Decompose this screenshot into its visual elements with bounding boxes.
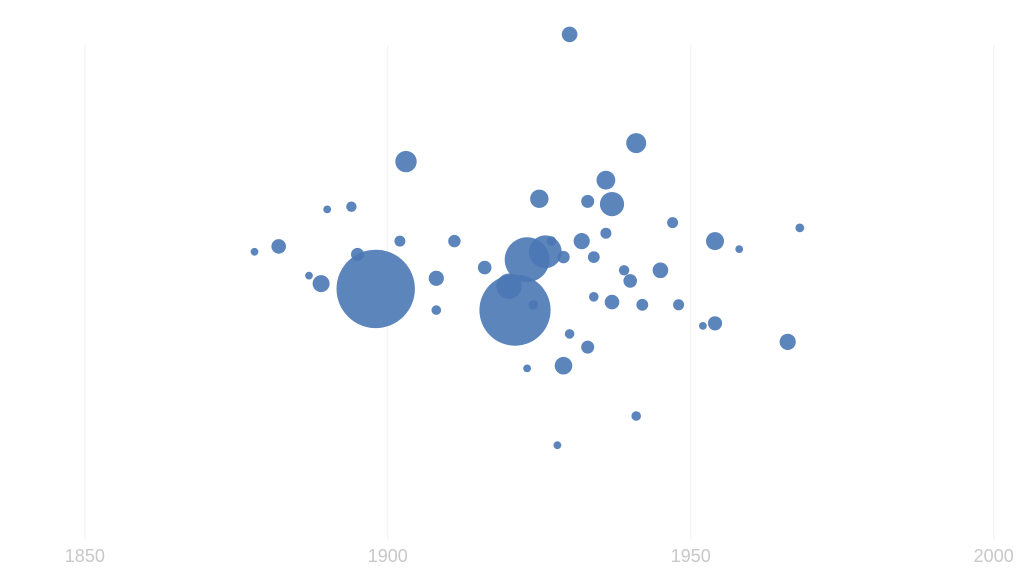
data-point[interactable]: [667, 217, 679, 229]
data-point[interactable]: [528, 235, 562, 269]
data-point[interactable]: [305, 271, 313, 280]
data-point[interactable]: [431, 305, 442, 315]
data-point[interactable]: [496, 273, 522, 299]
data-point[interactable]: [557, 250, 570, 264]
data-point[interactable]: [631, 411, 641, 421]
data-point[interactable]: [394, 235, 406, 247]
data-point[interactable]: [626, 133, 647, 154]
data-point[interactable]: [553, 441, 562, 450]
x-tick-label: 1950: [671, 546, 711, 566]
data-point[interactable]: [652, 262, 669, 279]
data-point[interactable]: [604, 294, 620, 310]
data-point[interactable]: [600, 227, 612, 239]
data-point[interactable]: [735, 245, 744, 254]
data-point[interactable]: [795, 223, 805, 233]
chart-x-axis: 1850 1900 1950 2000: [65, 546, 1014, 566]
data-point[interactable]: [581, 194, 595, 208]
data-point[interactable]: [618, 265, 630, 276]
data-point[interactable]: [554, 356, 573, 375]
data-point[interactable]: [779, 333, 796, 350]
data-point[interactable]: [581, 340, 595, 354]
data-point[interactable]: [673, 299, 685, 311]
data-point[interactable]: [589, 292, 599, 302]
data-point[interactable]: [428, 270, 444, 286]
data-point[interactable]: [346, 201, 357, 212]
data-point[interactable]: [312, 275, 330, 293]
data-point[interactable]: [477, 260, 492, 275]
data-point[interactable]: [336, 249, 415, 329]
data-point[interactable]: [596, 170, 616, 190]
data-point[interactable]: [636, 298, 649, 311]
data-point[interactable]: [250, 247, 259, 256]
data-point[interactable]: [395, 150, 417, 173]
data-point[interactable]: [699, 322, 707, 330]
data-point[interactable]: [623, 274, 637, 288]
data-point[interactable]: [564, 329, 575, 339]
chart-grid: [84, 45, 995, 540]
data-point[interactable]: [351, 247, 364, 261]
data-point[interactable]: [523, 364, 531, 373]
x-tick-label: 1850: [65, 546, 105, 566]
chart-points: [250, 26, 805, 450]
data-point[interactable]: [323, 205, 332, 214]
data-point[interactable]: [479, 274, 551, 346]
data-point[interactable]: [599, 192, 625, 217]
data-point[interactable]: [528, 300, 538, 310]
data-point[interactable]: [271, 239, 287, 254]
data-point[interactable]: [706, 232, 724, 251]
data-point[interactable]: [530, 189, 549, 208]
data-point[interactable]: [573, 233, 590, 250]
x-tick-label: 1900: [368, 546, 408, 566]
data-point[interactable]: [587, 251, 600, 263]
x-tick-label: 2000: [974, 546, 1014, 566]
data-point[interactable]: [546, 236, 557, 246]
data-point[interactable]: [561, 26, 578, 43]
data-point[interactable]: [448, 234, 461, 248]
data-point[interactable]: [707, 316, 723, 331]
